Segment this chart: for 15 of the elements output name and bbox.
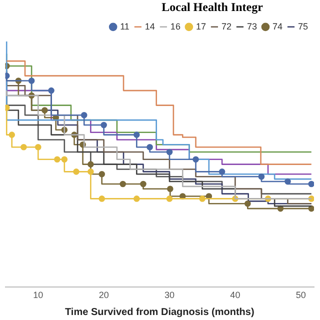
- x-tick-label: 20: [98, 290, 109, 300]
- legend-label: 11: [120, 21, 130, 32]
- x-axis-title: Time Survived from Diagnosis (months): [65, 306, 254, 318]
- legend-label: 14: [144, 21, 155, 32]
- legend-label: 74: [272, 21, 282, 32]
- x-tick-label: 10: [33, 290, 44, 300]
- legend-label: 17: [196, 21, 206, 32]
- legend-label: 72: [221, 21, 232, 32]
- x-tick-label: 50: [296, 290, 306, 300]
- x-tick-label: 30: [164, 290, 175, 300]
- legend-label: 16: [170, 21, 180, 32]
- legend-label: 75: [298, 21, 308, 32]
- legend-title: Local Health Integr: [162, 0, 264, 14]
- x-tick-label: 40: [230, 290, 240, 300]
- legend-label: 73: [246, 21, 257, 32]
